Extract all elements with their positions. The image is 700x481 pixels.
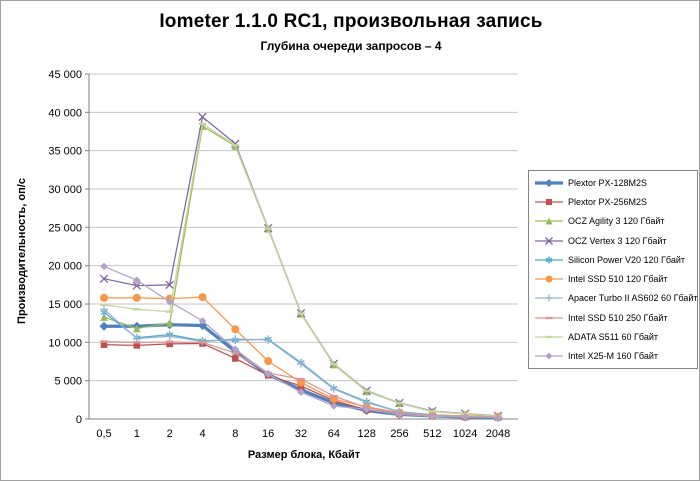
x-axis-tick-label: 8 bbox=[232, 428, 238, 440]
x-axis-tick-label: 64 bbox=[328, 428, 340, 440]
legend-label: Intel SSD 510 250 Гбайт bbox=[568, 312, 668, 323]
legend-marker-icon bbox=[535, 316, 563, 319]
x-axis-tick-label: 2048 bbox=[486, 428, 510, 440]
legend-label: Intel X25-M 160 Гбайт bbox=[568, 351, 659, 362]
legend-item: OCZ Vertex 3 120 Гбайт bbox=[534, 231, 697, 250]
legend-marker-icon bbox=[535, 236, 563, 245]
chart-title: Iometer 1.1.0 RC1, произвольная запись bbox=[159, 11, 543, 32]
legend-item: Plextor PX-128M2S bbox=[534, 173, 697, 192]
y-axis-tick-label: 35 000 bbox=[48, 146, 82, 158]
y-axis-tick-label: 15 000 bbox=[48, 299, 82, 311]
legend-label: Intel SSD 510 120 Гбайт bbox=[568, 274, 668, 285]
legend-item: OCZ Agility 3 120 Гбайт bbox=[534, 212, 697, 231]
chart-subtitle: Глубина очереди запросов – 4 bbox=[260, 39, 442, 53]
x-axis-tick-label: 128 bbox=[357, 428, 375, 440]
y-axis-tick-label: 40 000 bbox=[48, 107, 82, 119]
y-axis-tick-label: 10 000 bbox=[48, 337, 82, 349]
legend-marker-icon bbox=[535, 335, 563, 339]
legend-marker-icon bbox=[535, 198, 563, 205]
legend-item: Silicon Power V20 120 Гбайт bbox=[534, 250, 697, 269]
legend-label: OCZ Agility 3 120 Гбайт bbox=[568, 216, 665, 227]
x-axis-tick-label: 256 bbox=[390, 428, 408, 440]
legend-marker-icon bbox=[535, 294, 563, 302]
x-axis-tick-label: 2 bbox=[167, 428, 173, 440]
series-9 bbox=[100, 262, 502, 422]
x-axis-tick-label: 512 bbox=[423, 428, 441, 440]
legend-label: Apacer Turbo II AS602 60 Гбайт bbox=[568, 293, 698, 304]
legend-marker-icon bbox=[535, 217, 563, 225]
x-axis-tick-label: 4 bbox=[199, 428, 205, 440]
x-axis-tick-label: 1 bbox=[134, 428, 140, 440]
series-3 bbox=[99, 112, 503, 421]
series-8 bbox=[100, 122, 502, 418]
gridlines: 0 5 000 10 000 15 000 20 000 25 000 30 000 35 0… bbox=[48, 69, 518, 426]
legend-marker-icon bbox=[535, 352, 563, 360]
legend-item: Intel SSD 510 120 Гбайт bbox=[534, 270, 697, 289]
x-axis-tick-label: 1024 bbox=[453, 428, 477, 440]
x-axis-tick-label: 0,5 bbox=[96, 428, 111, 440]
y-axis-tick-label: 5 000 bbox=[54, 376, 82, 388]
legend-item: ADATA S511 60 Гбайт bbox=[534, 327, 697, 346]
legend-item: Plextor PX-256M2S bbox=[534, 192, 697, 211]
legend-marker-icon bbox=[535, 256, 563, 264]
legend: Plextor PX-128M2S Plextor PX-256M2S OCZ Ag… bbox=[528, 170, 698, 369]
legend-label: OCZ Vertex 3 120 Гбайт bbox=[568, 235, 667, 246]
legend-label: Silicon Power V20 120 Гбайт bbox=[568, 254, 686, 265]
x-axis-tick-label: 32 bbox=[295, 428, 307, 440]
y-axis-tick-label: 45 000 bbox=[48, 69, 82, 81]
x-axis-title: Размер блока, Кбайт bbox=[247, 449, 361, 461]
y-axis-tick-label: 0 bbox=[76, 414, 82, 426]
legend-label: ADATA S511 60 Гбайт bbox=[568, 332, 659, 343]
legend-item: Apacer Turbo II AS602 60 Гбайт bbox=[534, 289, 698, 308]
legend-label: Plextor PX-128M2S bbox=[568, 177, 648, 188]
legend-marker-icon bbox=[535, 178, 563, 187]
series-6 bbox=[100, 305, 502, 422]
y-axis-tick-label: 30 000 bbox=[48, 184, 82, 196]
series-7 bbox=[100, 340, 502, 419]
legend-item: Intel SSD 510 250 Гбайт bbox=[534, 308, 697, 327]
series-2 bbox=[100, 122, 502, 421]
legend-label: Plextor PX-256M2S bbox=[568, 196, 648, 207]
y-axis-tick-label: 25 000 bbox=[48, 222, 82, 234]
legend-marker-icon bbox=[535, 275, 563, 283]
legend-item: Intel X25-M 160 Гбайт bbox=[534, 347, 697, 366]
x-axis-tick-label: 16 bbox=[262, 428, 274, 440]
y-axis-tick-label: 20 000 bbox=[48, 261, 82, 273]
